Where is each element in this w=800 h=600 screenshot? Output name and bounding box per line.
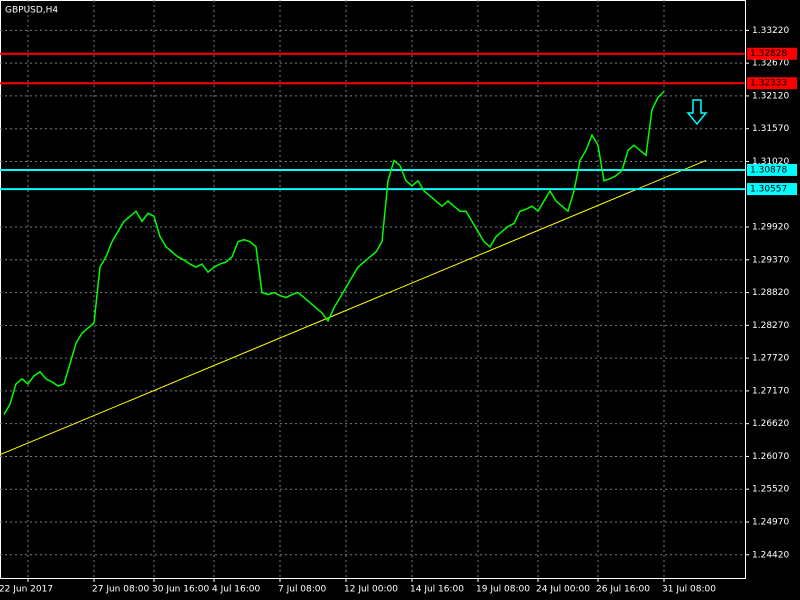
sell-arrow	[686, 99, 708, 126]
level-label-box	[747, 183, 797, 196]
y-tick-label: 1.32670	[752, 59, 789, 69]
level-label: 1.32333	[750, 79, 787, 89]
y-tick-label: 1.26620	[752, 419, 789, 429]
price-line	[3, 90, 665, 415]
x-tick-label: 22 Jun 2017	[0, 585, 53, 595]
x-tick-label: 26 Jul 16:00	[596, 585, 650, 595]
y-tick-label: 1.24420	[752, 550, 789, 560]
x-tick-label: 7 Jul 08:00	[278, 585, 327, 595]
y-tick-label: 1.27720	[752, 354, 789, 364]
y-tick-label: 1.25520	[752, 485, 789, 495]
x-tick-label: 24 Jul 00:00	[536, 585, 590, 595]
y-tick-label: 1.29920	[752, 223, 789, 233]
y-tick-label: 1.32120	[752, 91, 789, 101]
x-tick-label: 12 Jul 00:00	[344, 585, 398, 595]
x-tick-label: 19 Jul 08:00	[476, 585, 530, 595]
y-tick-label: 1.28270	[752, 321, 789, 331]
level-label: 1.30557	[750, 185, 787, 195]
y-tick-label: 1.24970	[752, 517, 789, 527]
level-label: 1.32828	[750, 49, 787, 59]
y-tick-label: 1.27170	[752, 386, 789, 396]
y-tick-label: 1.31570	[752, 124, 789, 134]
y-tick-label: 1.28820	[752, 288, 789, 298]
x-tick-label: 14 Jul 16:00	[410, 585, 464, 595]
chart-title: GBPUSD,H4	[5, 6, 58, 16]
y-tick-label: 1.29370	[752, 255, 789, 265]
trendline	[0, 159, 707, 456]
y-tick-label: 1.31020	[752, 157, 789, 167]
plot-frame	[0, 0, 746, 579]
level-label-box	[747, 163, 797, 176]
y-tick-label: 1.26070	[752, 452, 789, 462]
level-label-box	[747, 77, 797, 90]
x-tick-label: 27 Jun 08:00	[92, 585, 149, 595]
x-tick-label: 4 Jul 16:00	[212, 585, 261, 595]
x-tick-label: 31 Jul 08:00	[662, 585, 716, 595]
y-tick-label: 1.33220	[752, 26, 789, 36]
level-label: 1.30878	[750, 165, 787, 175]
level-label-box	[747, 47, 797, 60]
x-tick-label: 30 Jun 16:00	[152, 585, 209, 595]
